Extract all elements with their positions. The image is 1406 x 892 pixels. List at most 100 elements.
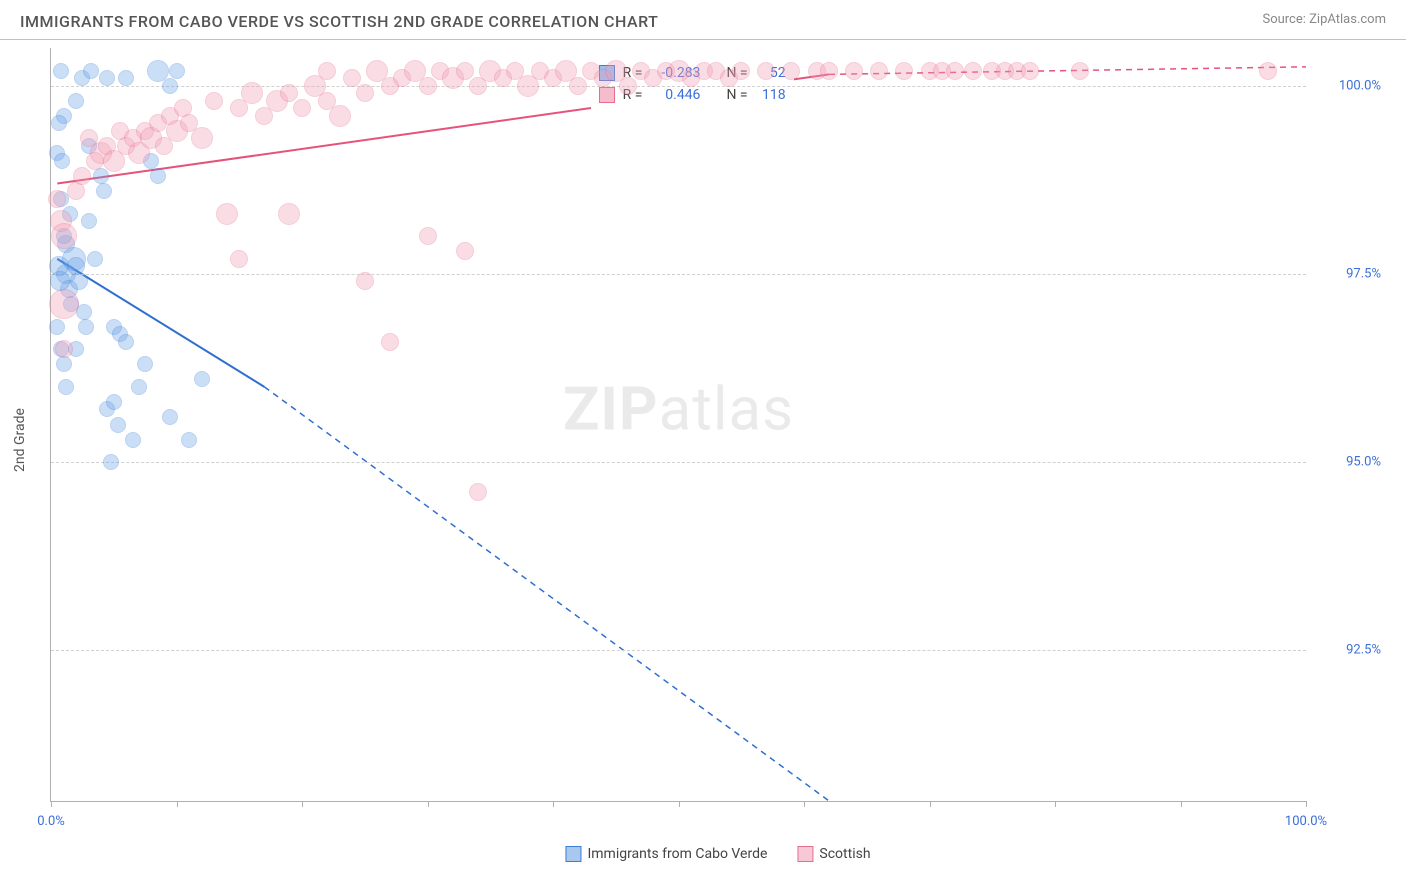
scatter-point-cabo — [68, 93, 84, 109]
y-axis-label: 2nd Grade — [12, 408, 28, 472]
scatter-point-scot — [280, 84, 298, 102]
scatter-point-cabo — [103, 454, 119, 470]
scatter-point-cabo — [51, 115, 67, 131]
scatter-point-cabo — [87, 251, 103, 267]
stats-n-value: 118 — [756, 87, 786, 103]
scatter-point-scot — [895, 62, 913, 80]
scatter-point-cabo — [81, 213, 97, 229]
scatter-point-scot — [619, 77, 637, 95]
scatter-point-scot — [732, 62, 750, 80]
stats-r-value: 0.446 — [650, 87, 700, 103]
legend-item: Immigrants from Cabo Verde — [565, 846, 767, 862]
legend-label: Scottish — [819, 846, 870, 862]
scatter-point-scot — [469, 483, 487, 501]
watermark: ZIPatlas — [563, 374, 794, 445]
x-tick-mark — [302, 801, 303, 807]
x-tick-mark — [177, 801, 178, 807]
scatter-point-scot — [782, 62, 800, 80]
scatter-point-cabo — [169, 63, 185, 79]
scatter-point-scot — [1071, 62, 1089, 80]
x-tick-mark — [51, 801, 52, 807]
scatter-point-cabo — [181, 432, 197, 448]
scatter-point-scot — [456, 62, 474, 80]
legend-item: Scottish — [797, 846, 870, 862]
scatter-point-cabo — [49, 319, 65, 335]
scatter-point-cabo — [93, 168, 109, 184]
scatter-point-cabo — [106, 394, 122, 410]
scatter-point-scot — [419, 77, 437, 95]
scatter-point-scot — [1259, 62, 1277, 80]
scatter-point-cabo — [162, 78, 178, 94]
scatter-point-scot — [381, 333, 399, 351]
x-tick-mark — [428, 801, 429, 807]
scatter-point-cabo — [162, 409, 178, 425]
x-tick-mark — [1181, 801, 1182, 807]
scatter-point-scot — [230, 250, 248, 268]
scatter-point-scot — [73, 167, 91, 185]
gridline-h — [51, 86, 1306, 87]
chart-title: IMMIGRANTS FROM CABO VERDE VS SCOTTISH 2… — [20, 12, 658, 31]
scatter-point-cabo — [131, 379, 147, 395]
scatter-point-cabo — [99, 70, 115, 86]
scatter-point-scot — [293, 99, 311, 117]
scatter-point-scot — [356, 272, 374, 290]
scatter-point-cabo — [58, 379, 74, 395]
scatter-point-scot — [205, 92, 223, 110]
scatter-point-scot — [456, 242, 474, 260]
legend-label: Immigrants from Cabo Verde — [587, 846, 767, 862]
x-tick-mark — [804, 801, 805, 807]
scatter-point-scot — [216, 203, 238, 225]
gridline-h — [51, 650, 1306, 651]
scatter-point-scot — [845, 62, 863, 80]
chart-area: 2nd Grade ZIPatlas R =-0.283N =52R =0.44… — [50, 48, 1386, 832]
scatter-point-scot — [964, 62, 982, 80]
x-tick-mark — [553, 801, 554, 807]
stats-n-label: N = — [726, 87, 747, 103]
x-tick-mark — [679, 801, 680, 807]
scatter-point-scot — [241, 82, 263, 104]
legend-swatch — [565, 846, 581, 862]
scatter-point-cabo — [110, 417, 126, 433]
x-tick-label: 0.0% — [37, 814, 65, 829]
y-tick-label: 92.5% — [1346, 643, 1381, 658]
scatter-point-scot — [356, 84, 374, 102]
scatter-point-scot — [329, 105, 351, 127]
scatter-point-scot — [343, 69, 361, 87]
stats-swatch — [599, 87, 615, 103]
scatter-point-scot — [820, 62, 838, 80]
legend-swatch — [797, 846, 813, 862]
x-tick-mark — [930, 801, 931, 807]
y-tick-label: 97.5% — [1346, 266, 1381, 281]
scatter-point-scot — [55, 340, 73, 358]
scatter-point-cabo — [96, 183, 112, 199]
scatter-point-scot — [191, 127, 213, 149]
x-tick-mark — [1055, 801, 1056, 807]
trend-line-dash-cabo — [264, 387, 829, 801]
gridline-h — [51, 462, 1306, 463]
scatter-point-scot — [318, 62, 336, 80]
x-tick-mark — [1306, 801, 1307, 807]
plot-region: ZIPatlas R =-0.283N =52R =0.446N =118 92… — [50, 48, 1306, 802]
scatter-point-scot — [48, 190, 66, 208]
scatter-point-scot — [278, 203, 300, 225]
scatter-point-scot — [870, 62, 888, 80]
legend-bottom: Immigrants from Cabo Verde Scottish — [565, 846, 870, 862]
y-tick-label: 95.0% — [1346, 455, 1381, 470]
scatter-point-scot — [51, 223, 77, 249]
scatter-point-cabo — [70, 272, 88, 290]
scatter-point-cabo — [150, 168, 166, 184]
scatter-point-scot — [569, 77, 587, 95]
scatter-point-scot — [946, 62, 964, 80]
x-tick-label: 100.0% — [1285, 814, 1327, 829]
chart-header: IMMIGRANTS FROM CABO VERDE VS SCOTTISH 2… — [0, 0, 1406, 40]
scatter-point-cabo — [53, 63, 69, 79]
gridline-h — [51, 274, 1306, 275]
scatter-point-scot — [419, 227, 437, 245]
scatter-point-cabo — [194, 371, 210, 387]
scatter-point-scot — [49, 289, 79, 319]
chart-source: Source: ZipAtlas.com — [1262, 12, 1386, 27]
scatter-point-cabo — [118, 70, 134, 86]
y-tick-label: 100.0% — [1339, 78, 1381, 93]
scatter-point-cabo — [118, 334, 134, 350]
scatter-point-cabo — [78, 319, 94, 335]
